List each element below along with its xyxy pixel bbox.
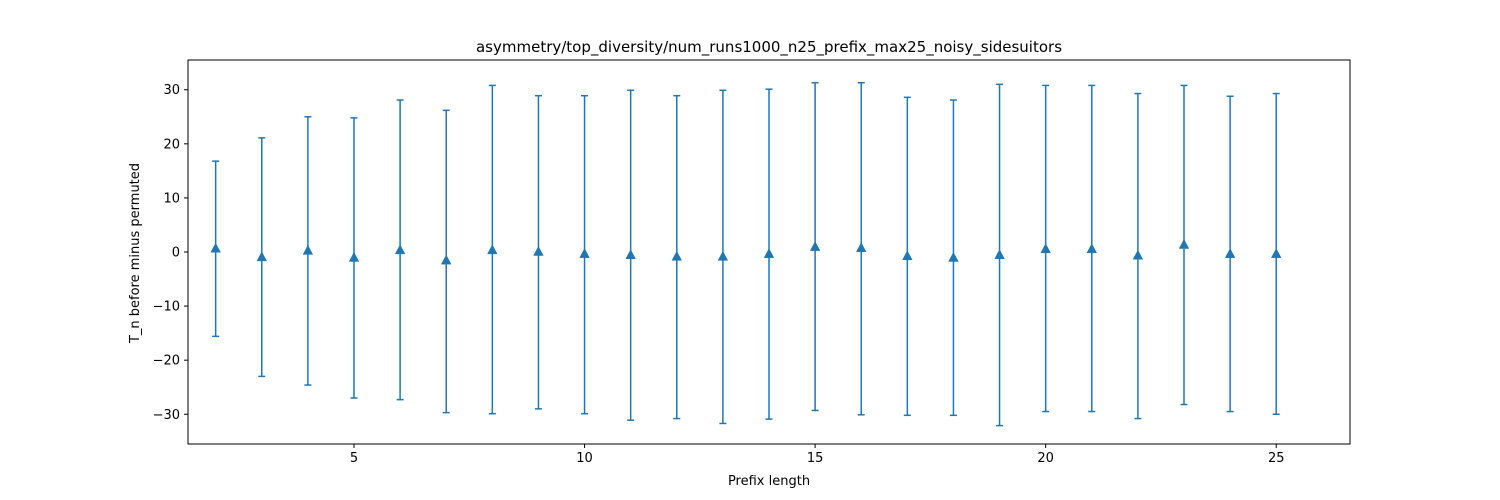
x-axis-label: Prefix length [728, 474, 810, 489]
data-point-marker [394, 244, 406, 255]
data-point-marker [1086, 243, 1097, 254]
data-point-marker [948, 251, 959, 262]
error-bar-series [210, 81, 1282, 427]
y-tick-label: 0 [172, 246, 180, 261]
y-tick-label: 30 [163, 83, 180, 98]
data-point-marker [579, 248, 590, 258]
x-tick-label: 15 [807, 451, 824, 466]
data-point-marker [1224, 248, 1236, 258]
data-point-marker [487, 244, 498, 255]
y-tick-label: 20 [163, 137, 180, 152]
y-tick-label: −30 [153, 408, 180, 423]
x-tick-label: 5 [350, 451, 358, 466]
x-tick-label: 10 [576, 451, 593, 466]
data-point-marker [763, 248, 775, 258]
y-axis-label: T_n before minus permuted [128, 163, 143, 344]
data-point-marker [717, 250, 729, 261]
x-tick-label: 20 [1037, 451, 1054, 466]
y-axis: −30 −20 −10 0 10 20 30 [153, 83, 188, 423]
y-tick-label: −10 [153, 300, 180, 315]
data-point-marker [1271, 248, 1282, 258]
data-point-marker [256, 251, 267, 262]
data-point-marker [210, 242, 221, 253]
y-tick-label: 10 [163, 191, 180, 206]
data-point-marker [856, 242, 867, 252]
data-point-marker [348, 251, 360, 262]
data-point-marker [902, 250, 913, 261]
data-point-marker [809, 241, 821, 251]
y-tick-label: −20 [153, 354, 180, 369]
data-point-marker [302, 244, 314, 255]
data-point-marker [441, 254, 452, 265]
x-tick-label: 25 [1268, 451, 1285, 466]
x-axis: 5 10 15 20 25 [350, 444, 1285, 466]
data-point-marker [1132, 249, 1144, 260]
data-point-marker [1040, 243, 1051, 254]
data-point-marker [671, 250, 682, 261]
data-point-marker [1178, 238, 1190, 249]
data-point-marker [533, 245, 544, 256]
data-point-marker [994, 249, 1005, 259]
data-point-marker [625, 249, 636, 259]
chart-title: asymmetry/top_diversity/num_runs1000_n25… [476, 38, 1062, 57]
